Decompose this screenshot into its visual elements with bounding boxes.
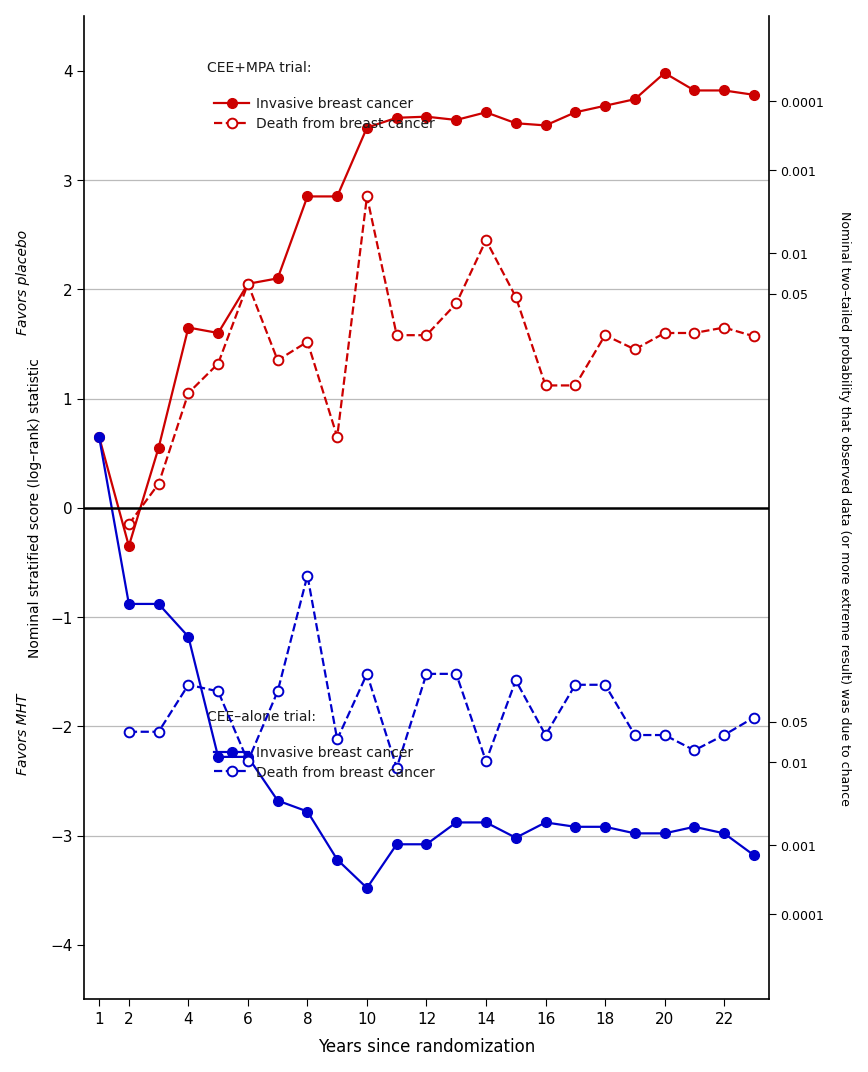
X-axis label: Years since randomization: Years since randomization [318, 1038, 535, 1055]
Y-axis label: Nominal two–tailed probability that observed data (or more extreme result) was d: Nominal two–tailed probability that obse… [838, 211, 852, 805]
Legend: Invasive breast cancer, Death from breast cancer: Invasive breast cancer, Death from breas… [214, 746, 435, 779]
Text: Favors placebo: Favors placebo [16, 229, 30, 334]
Text: CEE–alone trial:: CEE–alone trial: [207, 710, 317, 724]
Text: Favors MHT: Favors MHT [16, 694, 30, 775]
Y-axis label: Nominal stratified score (log–rank) statistic: Nominal stratified score (log–rank) stat… [28, 358, 42, 658]
Text: CEE+MPA trial:: CEE+MPA trial: [207, 61, 312, 75]
